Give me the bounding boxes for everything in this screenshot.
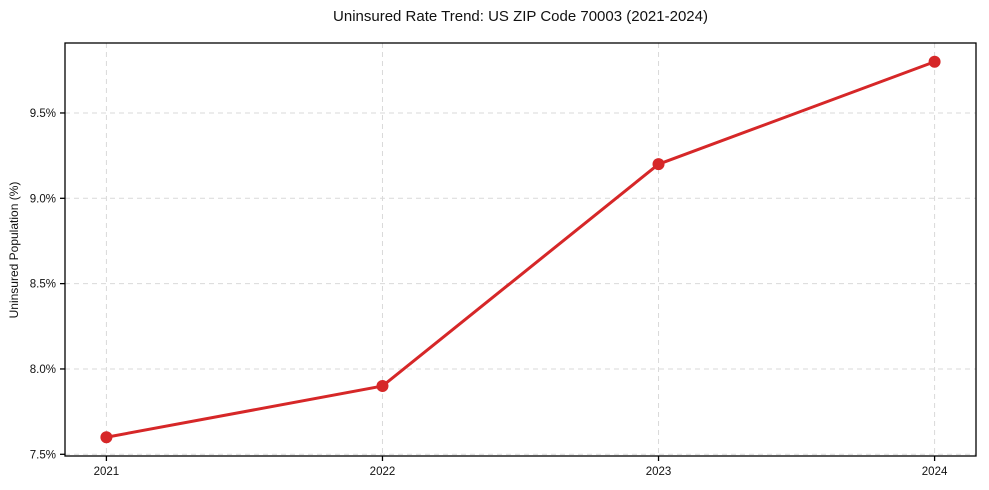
y-tick-label: 9.0%	[30, 193, 56, 205]
plot-border	[64, 42, 977, 457]
chart-title: Uninsured Rate Trend: US ZIP Code 70003 …	[333, 8, 708, 25]
x-tick-label: 2024	[922, 466, 948, 478]
y-tick-label: 9.5%	[30, 108, 56, 120]
x-tick-label: 2021	[94, 466, 120, 478]
y-tick-label: 7.5%	[30, 449, 56, 461]
y-tick-label: 8.5%	[30, 279, 56, 291]
data-point	[928, 55, 941, 68]
x-tick-label: 2022	[370, 466, 396, 478]
chart-line	[104, 60, 937, 439]
data-point	[652, 158, 665, 171]
data-point	[100, 431, 113, 444]
y-tick-label: 8.0%	[30, 364, 56, 376]
data-point	[376, 380, 389, 393]
x-tick-label: 2023	[646, 466, 672, 478]
